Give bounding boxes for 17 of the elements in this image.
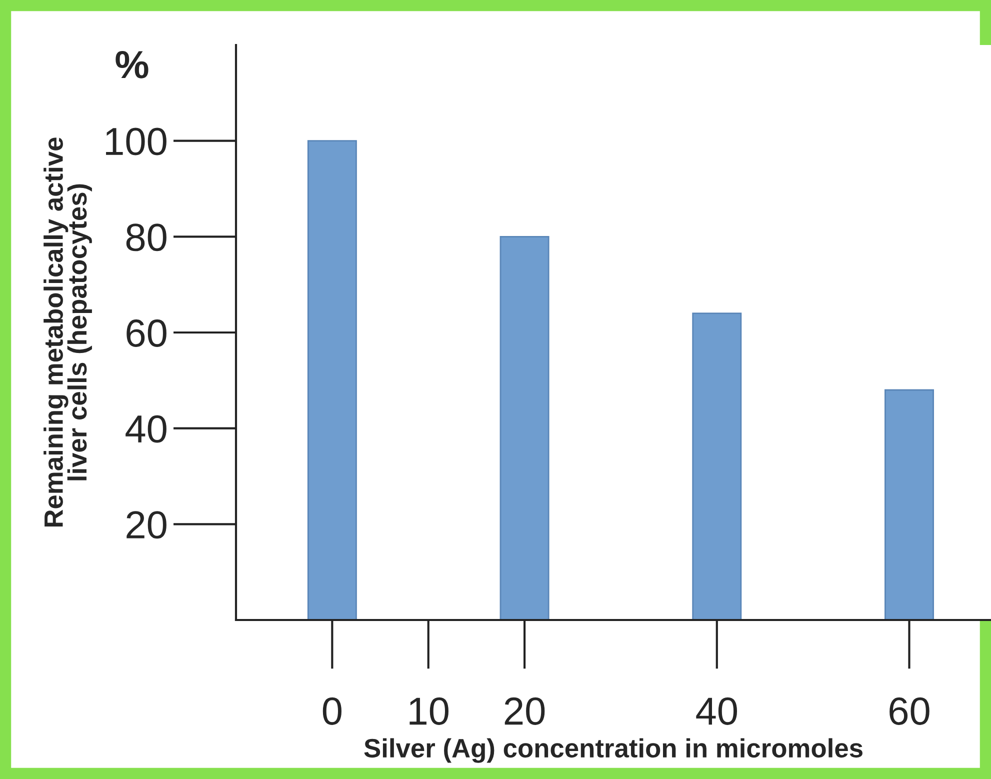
bar — [307, 140, 357, 620]
x-axis-title: Silver (Ag) concentration in micromoles — [364, 738, 862, 763]
bar — [500, 236, 550, 620]
y-tick-label: 40 — [126, 415, 166, 443]
x-tick-label: 60 — [890, 697, 930, 725]
y-tick-label: 60 — [126, 319, 166, 347]
x-tick-label: 10 — [410, 697, 448, 725]
y-tick-label: 100 — [106, 128, 166, 156]
bar — [884, 389, 934, 620]
y-axis-title: Remaining metabolically active liver cells (hepatocytes) — [44, 138, 92, 527]
text: % — [116, 51, 148, 78]
bar — [692, 312, 742, 620]
y-tick-label: 80 — [126, 224, 166, 252]
x-tick-label: 20 — [504, 697, 545, 725]
x-tick-label: 0 — [322, 697, 342, 725]
x-tick-label: 40 — [696, 697, 737, 725]
y-tick-label: 20 — [126, 511, 166, 539]
